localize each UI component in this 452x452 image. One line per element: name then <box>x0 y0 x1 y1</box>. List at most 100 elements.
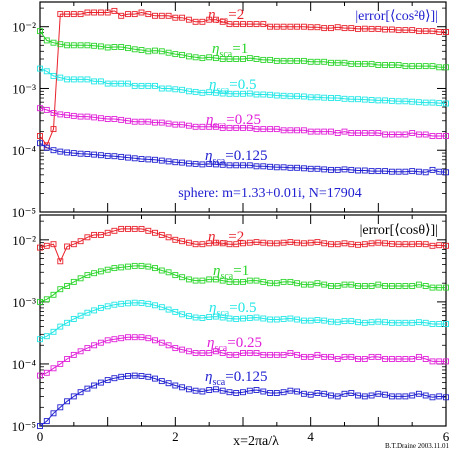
data-point <box>111 301 118 308</box>
data-point <box>334 393 341 400</box>
data-point <box>84 345 91 352</box>
data-point <box>152 47 158 54</box>
data-point <box>226 21 233 28</box>
data-point <box>97 43 104 50</box>
data-point <box>415 240 422 247</box>
data-point <box>382 131 389 138</box>
data-point <box>267 280 274 287</box>
data-point <box>158 231 165 238</box>
series-0p25: ηsca=0.25 <box>37 105 449 139</box>
data-point <box>158 119 165 126</box>
data-point <box>253 277 260 284</box>
data-point <box>409 63 416 70</box>
data-point <box>125 117 131 124</box>
data-point <box>260 388 267 395</box>
series-line <box>39 142 447 173</box>
data-point <box>388 131 395 138</box>
data-point <box>436 242 443 249</box>
data-point <box>84 42 91 49</box>
data-point <box>145 300 152 307</box>
data-point <box>402 283 409 289</box>
data-point <box>138 225 145 232</box>
data-point <box>77 348 84 355</box>
data-point <box>321 25 328 32</box>
data-point <box>240 389 246 396</box>
data-point <box>375 353 382 360</box>
data-point <box>321 240 328 247</box>
data-point <box>294 280 301 287</box>
data-point <box>70 76 77 83</box>
data-point <box>185 53 192 60</box>
data-point <box>436 358 443 365</box>
data-point <box>361 96 368 103</box>
data-point <box>165 12 172 19</box>
data-point <box>118 300 125 307</box>
data-point <box>219 387 226 394</box>
data-point <box>267 240 274 247</box>
data-point <box>246 162 253 169</box>
data-point <box>165 306 172 313</box>
data-point <box>395 283 402 289</box>
data-point <box>388 240 395 247</box>
data-point <box>206 350 213 356</box>
data-point <box>212 123 219 130</box>
data-point <box>341 59 348 66</box>
data-point <box>260 91 267 98</box>
data-point <box>185 313 192 320</box>
data-point <box>422 319 429 326</box>
data-point <box>118 80 125 87</box>
data-point <box>179 159 186 166</box>
data-point <box>422 99 429 106</box>
data-point <box>43 242 50 249</box>
series-label: ηsca=0.25 <box>207 335 262 354</box>
data-point <box>233 162 240 169</box>
data-point <box>233 21 240 28</box>
credit-text: B.T.Draine 2003.11.01 <box>385 442 449 450</box>
data-point <box>443 100 449 107</box>
data-point <box>138 118 145 125</box>
data-point <box>64 283 71 289</box>
series-line <box>39 30 446 68</box>
data-point <box>321 166 328 173</box>
data-point <box>341 95 348 102</box>
data-point <box>91 42 98 49</box>
data-point <box>199 350 206 356</box>
data-point <box>43 68 50 75</box>
data-point <box>300 93 307 100</box>
data-point <box>165 120 172 127</box>
data-point <box>192 54 199 61</box>
data-point <box>206 314 213 320</box>
y-tick-label: 10⁻⁴ <box>12 143 37 158</box>
data-point <box>84 272 91 279</box>
data-point <box>294 127 301 134</box>
data-point <box>219 56 226 62</box>
data-point <box>287 350 294 356</box>
data-point <box>84 309 91 316</box>
data-point <box>165 49 172 56</box>
data-point <box>226 278 233 285</box>
data-point <box>91 270 98 277</box>
data-point <box>307 281 314 288</box>
data-point <box>355 60 361 67</box>
data-point <box>111 336 118 343</box>
data-point <box>84 385 91 392</box>
data-point <box>57 323 64 330</box>
data-point <box>328 95 334 101</box>
data-point <box>118 373 125 380</box>
data-point <box>348 353 355 360</box>
data-point <box>111 44 118 50</box>
data-point <box>388 168 395 175</box>
data-point <box>429 28 436 35</box>
data-point <box>409 98 416 105</box>
data-point <box>368 392 375 399</box>
data-point <box>395 98 402 105</box>
data-point <box>57 148 64 155</box>
data-point <box>355 392 361 399</box>
data-point <box>443 394 449 401</box>
data-point <box>64 319 71 326</box>
data-point <box>138 82 145 89</box>
data-point <box>443 321 449 327</box>
data-point <box>226 241 233 248</box>
data-point <box>246 55 253 62</box>
data-point <box>145 156 152 163</box>
